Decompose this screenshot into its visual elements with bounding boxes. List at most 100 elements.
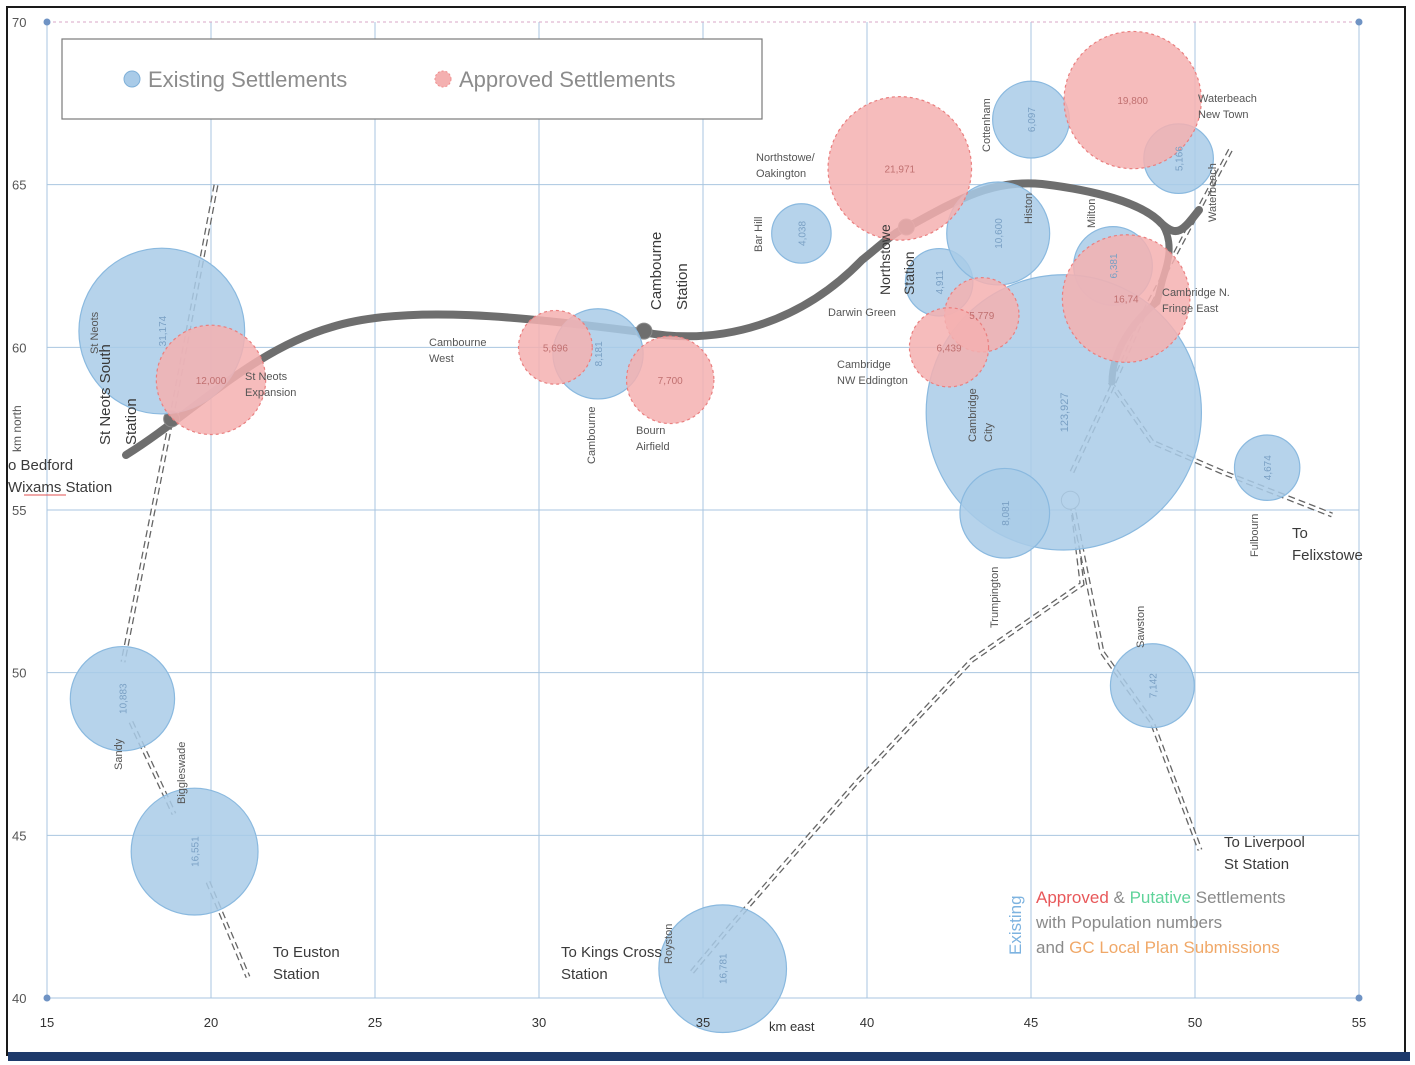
- settlement-name-line: Biggleswade: [176, 742, 188, 804]
- settlement-name-line: Cambourne: [429, 337, 486, 349]
- bubble-value-label: 12,000: [196, 376, 227, 387]
- settlement-name-label: Waterbeach New Town: [1198, 93, 1257, 121]
- destination-liverpool-st: To Liverpool St Station: [1224, 834, 1305, 873]
- x-tick-label: 25: [368, 1015, 382, 1030]
- tick-layer: 15 20 25 30 35 40 45 50 55 40 45 50 55 60 65 70: [12, 15, 1366, 1030]
- bubble-map-chart: 31,174 St Neots 10,883 Sandy 16,551 Biggleswa…: [8, 15, 1366, 1034]
- legend-existing-marker: [123, 70, 141, 88]
- settlement-name-label: Cottenham: [981, 98, 993, 152]
- settlement-name-line: NW Eddington: [837, 375, 908, 387]
- bubble-value-label: 8,081: [1001, 500, 1012, 525]
- settlement-name-line: Fulbourn: [1249, 514, 1261, 557]
- annotation-span: Putative: [1130, 888, 1191, 907]
- bubble-value-label: 4,674: [1263, 455, 1274, 480]
- settlement-name-label: Trumpington: [989, 567, 1001, 628]
- x-axis-title: km east: [769, 1019, 815, 1034]
- x-tick-label: 50: [1188, 1015, 1202, 1030]
- settlement-name-line: Cambourne: [586, 407, 598, 464]
- svg-text:To: To: [1292, 525, 1308, 542]
- settlement-name-line: Trumpington: [989, 567, 1001, 628]
- existing-settlement-bubble: [658, 904, 788, 1034]
- settlement-name-line: Sawston: [1135, 606, 1147, 648]
- chart-frame: 31,174 St Neots 10,883 Sandy 16,551 Biggleswa…: [6, 6, 1406, 1056]
- destination-bedford: o Bedford Wixams Station: [8, 457, 112, 496]
- settlement-name-line: Oakington: [756, 168, 806, 180]
- legend: Existing Settlements Approved Settlement…: [61, 38, 763, 120]
- bubble-value-label: 5,779: [969, 311, 994, 322]
- settlement-name-label: Northstowe/Oakington: [756, 152, 816, 180]
- y-tick-label: 60: [12, 340, 26, 355]
- destination-euston: To Euston Station: [273, 944, 340, 983]
- label-layer: 31,174 St Neots 10,883 Sandy 16,551 Biggleswa…: [89, 93, 1274, 984]
- destination-kings-cross: To Kings Cross Station: [561, 944, 662, 983]
- bubble-value-label: 6,439: [936, 343, 961, 354]
- station-label-cambourne: Cambourne Station: [648, 232, 691, 310]
- settlement-name-line: New Town: [1198, 109, 1249, 121]
- approved-settlement-bubble: [1061, 234, 1191, 363]
- x-tick-label: 45: [1024, 1015, 1038, 1030]
- settlement-name-line: Cambridge N.: [1162, 287, 1230, 299]
- approved-settlement-bubble: [1063, 30, 1202, 170]
- x-tick-label: 35: [696, 1015, 710, 1030]
- settlement-name-line: Cambridge: [837, 359, 891, 371]
- svg-text:St Neots South: St Neots South: [97, 344, 114, 445]
- annotation-span: Approved: [1036, 888, 1109, 907]
- existing-settlement-bubble: [69, 645, 176, 752]
- settlement-name-label: St Neots Expansion: [245, 371, 296, 399]
- y-tick-label: 40: [12, 991, 26, 1006]
- annotation-span: and: [1036, 938, 1069, 957]
- annotation-line-1: Approved & Putative Settlements: [1036, 888, 1286, 907]
- bottom-bar: [8, 1052, 1410, 1061]
- bubble-value-label: 16,551: [191, 836, 202, 867]
- legend-approved-label: Approved Settlements: [459, 67, 675, 92]
- annotation-note: Existing Approved & Putative Settlements…: [1006, 888, 1286, 957]
- y-tick-label: 55: [12, 503, 26, 518]
- svg-text:To Euston: To Euston: [273, 944, 340, 961]
- legend-box: [61, 38, 763, 120]
- y-tick-label: 70: [12, 15, 26, 30]
- settlement-name-label: Cambridge NW Eddington: [837, 359, 908, 387]
- bubble-value-label: 5,166: [1175, 146, 1186, 171]
- y-tick-label: 50: [12, 666, 26, 681]
- corner-handle: [43, 18, 51, 26]
- bubble-value-label: 8,181: [594, 341, 605, 366]
- settlement-name-label: Royston: [663, 924, 675, 964]
- bubble-value-label: 4,911: [935, 270, 946, 295]
- approved-settlement-bubble: [827, 96, 973, 241]
- x-tick-label: 20: [204, 1015, 218, 1030]
- annotation-span: Settlements: [1191, 888, 1286, 907]
- settlement-name-line: Royston: [663, 924, 675, 964]
- bubble-value-label: 21,971: [885, 164, 916, 175]
- settlement-name-line: Northstowe/: [756, 152, 816, 164]
- rail-main-route: [122, 179, 1203, 459]
- annotation-line-3: and GC Local Plan Submissions: [1036, 938, 1280, 957]
- settlement-name-line: Bar Hill: [753, 217, 765, 252]
- settlement-name-label: Cambridge City: [967, 388, 995, 442]
- svg-text:Station: Station: [123, 398, 140, 445]
- x-tick-label: 15: [40, 1015, 54, 1030]
- svg-text:Station: Station: [273, 966, 320, 983]
- approved-settlement-bubble: [908, 307, 990, 388]
- bubble-value-label: 6,381: [1109, 253, 1120, 278]
- approved-settlement-bubble: [625, 335, 715, 425]
- svg-text:o Bedford: o Bedford: [8, 457, 73, 474]
- bubble-layer: [69, 30, 1301, 1034]
- settlement-name-label: Sandy: [113, 738, 125, 770]
- legend-approved-marker: [434, 70, 452, 88]
- settlement-name-label: Waterbeach: [1207, 163, 1219, 222]
- settlement-name-line: Airfield: [636, 441, 670, 453]
- svg-text:Wixams Station: Wixams Station: [8, 479, 112, 496]
- y-tick-label: 65: [12, 178, 26, 193]
- existing-settlement-bubble: [1233, 434, 1301, 501]
- bubble-value-label: 7,700: [658, 376, 683, 387]
- settlement-name-label: Milton: [1086, 199, 1098, 228]
- existing-settlement-bubble: [771, 203, 832, 264]
- bubble-value-label: 19,800: [1117, 96, 1148, 107]
- corner-handle: [43, 994, 51, 1002]
- existing-settlement-bubble: [130, 787, 259, 916]
- bubble-value-label: 123,927: [1059, 393, 1071, 433]
- svg-text:Cambourne: Cambourne: [648, 232, 665, 310]
- y-tick-label: 45: [12, 828, 26, 843]
- x-tick-label: 55: [1352, 1015, 1366, 1030]
- approved-settlement-bubble: [155, 324, 267, 436]
